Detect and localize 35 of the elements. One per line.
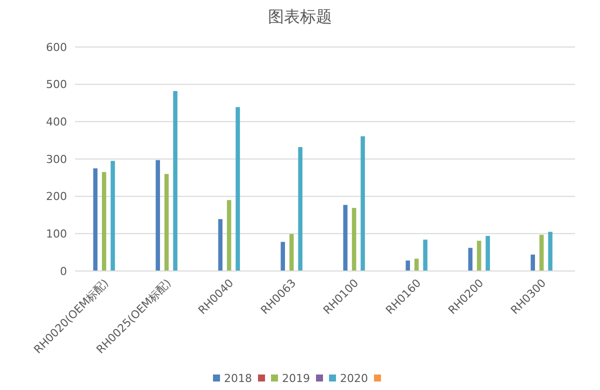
bar [406,260,410,271]
y-tick-label: 300 [46,152,67,166]
bar [343,204,348,271]
bar [280,242,285,271]
bar [548,232,552,271]
y-tick-label: 100 [46,228,67,241]
bar [539,234,544,271]
bar [352,208,356,271]
legend-label: 2019 [282,372,310,385]
y-tick-label: 500 [46,78,67,92]
bar [476,240,482,271]
legend-label: 2020 [340,372,368,385]
bar [102,172,106,271]
bar [414,258,419,271]
bar [164,174,169,271]
chart-title: 图表标题 [268,7,332,26]
bar [468,248,472,271]
bar [486,236,490,271]
y-tick-label: 200 [46,190,67,204]
bar [360,136,365,271]
y-tick-label: 400 [46,116,67,129]
bar [236,107,240,271]
bar [110,160,115,271]
bar [218,219,222,271]
bar [93,168,98,271]
y-tick-label: 600 [46,40,67,54]
y-tick-label: 0 [60,264,67,278]
legend-label: 2018 [224,372,252,385]
bar [156,160,160,271]
bar [173,91,178,271]
bar [298,147,302,271]
bar [530,254,535,271]
bar [226,200,232,271]
bar [289,234,294,271]
bar [423,240,428,271]
